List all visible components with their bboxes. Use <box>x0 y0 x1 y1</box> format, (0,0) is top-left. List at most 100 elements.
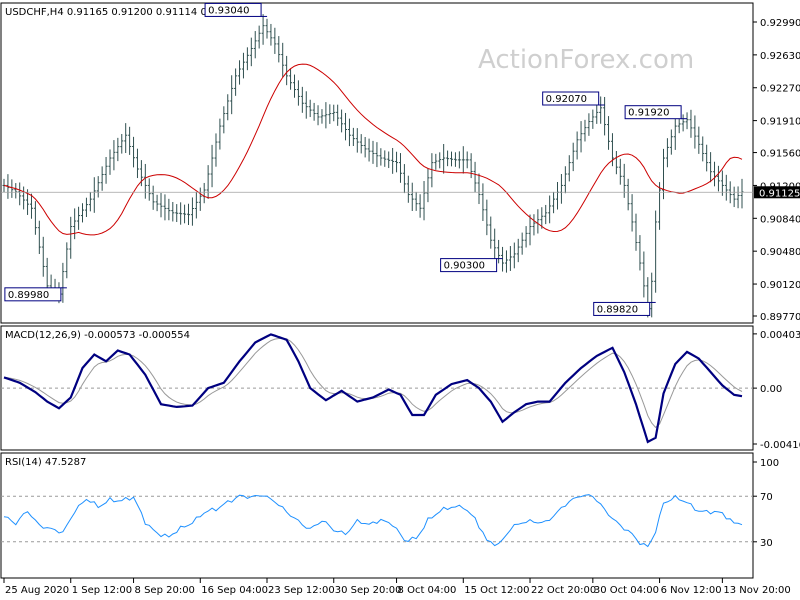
price-bar <box>732 186 736 208</box>
price-bar <box>477 173 481 205</box>
price-annotations: 0.93040 0.89980 0.92070 0.91920 0.90300 0.898… <box>4 2 688 316</box>
price-bar <box>583 119 587 142</box>
price-bar <box>100 166 104 191</box>
price-bar <box>104 156 108 184</box>
price-bar <box>128 126 132 155</box>
price-bar <box>634 213 638 251</box>
price-bar <box>563 166 567 194</box>
time-tick-label: 16 Sep 04:00 <box>201 585 268 596</box>
price-bar <box>281 42 285 77</box>
price-bar <box>614 150 618 175</box>
price-bar <box>14 183 18 199</box>
price-bar <box>520 232 524 255</box>
price-bar <box>442 143 446 174</box>
price-bar <box>724 174 728 201</box>
rsi-gridlines <box>1 495 753 543</box>
price-bar <box>430 153 434 188</box>
price-bar <box>693 115 697 149</box>
price-bar <box>124 123 128 154</box>
price-bar <box>559 174 563 204</box>
price-bar <box>622 163 626 198</box>
price-bar <box>434 153 438 170</box>
price-bar <box>383 150 387 167</box>
price-bar <box>516 238 520 263</box>
price-bar <box>665 138 669 168</box>
price-bar <box>328 104 332 124</box>
macd-tick-label: -0.00416 <box>760 440 800 451</box>
price-annotation-text: 0.90300 <box>444 261 485 272</box>
price-bar <box>740 178 744 209</box>
price-bar <box>595 105 599 124</box>
macd-axis: 0.004039 0.00 -0.00416 <box>753 330 800 451</box>
price-bar <box>69 216 73 259</box>
macd-signal-line <box>3 338 743 429</box>
price-annotation: 0.90300 <box>440 258 503 273</box>
price-bar <box>222 106 226 134</box>
price-bar <box>273 27 277 54</box>
price-bar <box>607 116 611 150</box>
price-bar <box>485 199 489 236</box>
price-bar <box>461 146 465 174</box>
price-bar <box>112 140 116 171</box>
price-bar <box>344 112 348 141</box>
price-bar <box>414 191 418 211</box>
price-bar <box>473 161 477 193</box>
price-bar <box>650 272 654 318</box>
price-bar <box>218 118 222 150</box>
price-bar <box>143 163 147 199</box>
price-tick-label: 0.92630 <box>760 51 800 62</box>
time-tick-label: 30 Oct 04:00 <box>594 585 659 596</box>
price-annotation: 0.93040 <box>204 2 268 17</box>
price-bar <box>312 102 316 121</box>
price-bar <box>179 202 183 225</box>
time-tick-label: 13 Nov 20:00 <box>723 585 790 596</box>
price-bar <box>402 164 406 194</box>
price-bar <box>183 204 187 224</box>
price-bar <box>347 118 351 147</box>
price-annotation: 0.91920 <box>624 105 688 120</box>
price-bar <box>658 182 662 230</box>
price-bar <box>41 236 45 277</box>
price-bar <box>422 181 426 221</box>
time-tick-label: 1 Sep 12:00 <box>72 585 132 596</box>
price-annotation-text: 0.89980 <box>8 290 49 301</box>
rsi-axis: 100 70 30 <box>753 458 779 549</box>
price-bar <box>548 195 552 224</box>
main-panel-frame <box>0 2 754 324</box>
price-bar <box>453 152 457 167</box>
price-bar <box>406 175 410 203</box>
current-price-marker: 0.91125 <box>1 186 800 199</box>
price-bar <box>308 99 312 118</box>
price-bar <box>277 36 281 63</box>
price-annotation: 0.89980 <box>4 287 67 302</box>
price-bar <box>375 142 379 168</box>
price-bar <box>269 23 273 46</box>
rsi-panel-frame <box>0 452 754 579</box>
price-annotation: 0.89820 <box>593 301 656 316</box>
price-bar <box>713 161 717 187</box>
price-bar <box>241 52 245 79</box>
price-bar <box>33 201 37 235</box>
time-tick-label: 22 Oct 20:00 <box>531 585 596 596</box>
price-bar <box>504 250 508 273</box>
time-tick-label: 6 Nov 12:00 <box>661 585 722 596</box>
price-bar <box>351 127 355 146</box>
rsi-line <box>3 494 743 548</box>
price-bar <box>316 105 320 126</box>
price-bar <box>603 96 607 136</box>
price-bar <box>292 74 296 98</box>
price-tick-label: 0.92990 <box>760 18 800 29</box>
price-bar <box>524 226 528 248</box>
price-bar <box>701 136 705 162</box>
price-bar <box>395 151 399 173</box>
rsi-tick-label: 100 <box>760 458 779 469</box>
price-bar <box>556 181 559 210</box>
price-bar <box>465 151 469 169</box>
time-tick-label: 8 Sep 20:00 <box>135 585 195 596</box>
price-bar <box>705 144 709 172</box>
price-bar <box>88 192 92 212</box>
price-bar <box>355 128 359 153</box>
watermark: ActionForex.com <box>478 45 694 75</box>
rsi-header: RSI(14) 47.5287 <box>5 457 86 468</box>
